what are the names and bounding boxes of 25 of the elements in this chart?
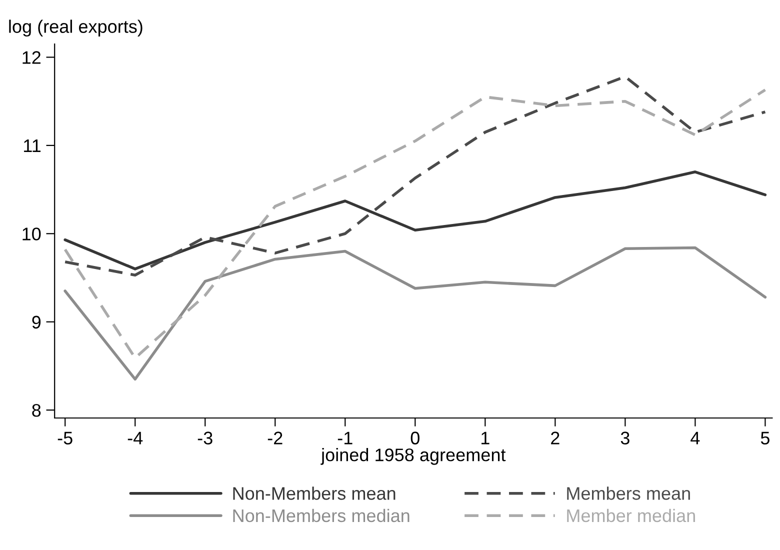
x-tick-label: 2 xyxy=(551,432,560,444)
x-tick-label: -4 xyxy=(128,432,143,444)
x-tick-label: 5 xyxy=(760,432,770,444)
x-tick-label: 4 xyxy=(690,432,700,444)
x-tick-label: -5 xyxy=(58,432,72,444)
line-series xyxy=(64,246,767,381)
y-tick-label: 11 xyxy=(24,140,41,152)
y-tick-label: 12 xyxy=(22,51,40,64)
y-tick-label: 10 xyxy=(22,228,41,240)
text: Members mean xyxy=(567,486,690,500)
line-series xyxy=(64,75,767,276)
text: Non-Members mean xyxy=(233,486,396,500)
x-tick-label: -3 xyxy=(198,432,212,444)
y-axis-title: log (real exports) xyxy=(9,20,142,37)
y-tick-label: 8 xyxy=(32,404,41,417)
line-series xyxy=(64,170,767,270)
x-tick-label: 3 xyxy=(620,432,630,444)
x-tick-label: 0 xyxy=(410,432,420,444)
x-axis-title: joined 1958 agreement xyxy=(320,448,506,465)
x-tick-label: -2 xyxy=(268,432,282,444)
x-tick-label: -1 xyxy=(338,432,352,444)
text: Member median xyxy=(567,508,695,522)
y-tick-label: 9 xyxy=(32,316,41,329)
x-tick-label: 1 xyxy=(482,432,490,444)
text: Non-Members median xyxy=(233,508,410,522)
